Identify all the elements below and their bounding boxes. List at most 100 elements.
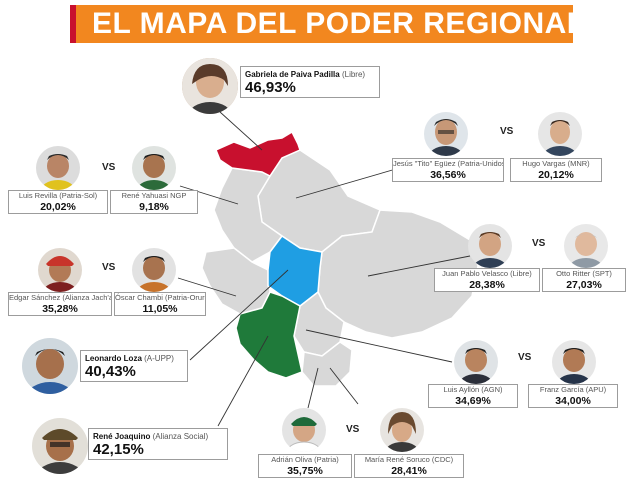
connector-pando <box>219 111 263 151</box>
avatar <box>282 408 326 452</box>
candidate-name: Otto Ritter (SPT) <box>556 269 612 278</box>
person-photo-icon <box>538 112 582 156</box>
connector-potosi <box>217 335 269 427</box>
vote-percentage: 35,28% <box>42 303 78 315</box>
vs-label: VS <box>518 352 532 363</box>
connector-la-paz <box>179 185 239 205</box>
avatar <box>38 248 82 292</box>
vote-percentage: 42,15% <box>93 441 144 458</box>
candidate-name: Leonardo Loza <box>85 354 142 363</box>
vs-label: VS <box>102 162 116 173</box>
avatar <box>182 58 238 114</box>
candidate-name: Luis Ayllón (AGN) <box>443 385 503 394</box>
vote-percentage: 27,03% <box>566 279 602 291</box>
connector-tarija <box>307 367 319 409</box>
candidate-card-oruro-b: Óscar Chambi (Patria-Oruro) 11,05% <box>114 292 206 316</box>
candidate-party: (Libre) <box>341 70 366 79</box>
vs-label: VS <box>500 126 514 137</box>
vote-percentage: 9,18% <box>139 201 169 213</box>
region-tarija <box>301 341 353 387</box>
vote-percentage: 34,69% <box>455 395 491 407</box>
person-photo-icon <box>132 146 176 190</box>
candidate-name: Gabriela de Paiva Padilla <box>245 70 340 79</box>
vs-label: VS <box>102 262 116 273</box>
candidate-name: Óscar Chambi (Patria-Oruro) <box>115 293 205 302</box>
candidate-card-chuquisaca-a: Luis Ayllón (AGN) 34,69% <box>428 384 518 408</box>
candidate-card-la-paz-a: Luis Revilla (Patria-Sol) 20,02% <box>8 190 108 214</box>
vs-label: VS <box>346 424 360 435</box>
candidate-party: (A-UPP) <box>144 354 174 363</box>
person-photo-icon <box>282 408 326 452</box>
avatar <box>454 340 498 384</box>
vs-label: VS <box>532 238 546 249</box>
person-photo-icon <box>36 146 80 190</box>
candidate-name: María René Soruco (CDC) <box>364 455 454 464</box>
connector-chuquisaca <box>305 329 453 363</box>
avatar <box>36 146 80 190</box>
candidate-name: René Yahuasi NGP <box>121 191 187 200</box>
candidate-card-chuquisaca-b: Franz García (APU) 34,00% <box>528 384 618 408</box>
avatar <box>22 338 78 394</box>
candidate-name: Edgar Sánchez (Alianza Jach'a) <box>9 293 111 302</box>
connector-cochabamba <box>189 269 289 361</box>
connector-oruro <box>177 277 237 297</box>
person-photo-icon <box>564 224 608 268</box>
person-photo-icon <box>38 248 82 292</box>
candidate-name: Juan Pablo Velasco (Libre) <box>442 269 532 278</box>
candidate-card-santa-cruz-b: Otto Ritter (SPT) 27,03% <box>542 268 626 292</box>
avatar <box>468 224 512 268</box>
winner-card-pando: Gabriela de Paiva Padilla (Libre) 46,93% <box>240 66 380 98</box>
avatar <box>380 408 424 452</box>
person-photo-icon <box>32 418 88 474</box>
title-banner: EL MAPA DEL PODER REGIONAL <box>70 5 585 43</box>
avatar <box>564 224 608 268</box>
connector-tarija-b <box>329 367 359 405</box>
region-pando <box>215 130 301 177</box>
person-photo-icon <box>132 248 176 292</box>
avatar <box>132 248 176 292</box>
vote-percentage: 35,75% <box>287 465 323 477</box>
candidate-card-la-paz-b: René Yahuasi NGP 9,18% <box>110 190 198 214</box>
vote-percentage: 28,41% <box>391 465 427 477</box>
vote-percentage: 46,93% <box>245 79 296 96</box>
person-photo-icon <box>182 58 238 114</box>
candidate-card-tarija-b: María René Soruco (CDC) 28,41% <box>354 454 464 478</box>
person-photo-icon <box>454 340 498 384</box>
vote-percentage: 20,12% <box>538 169 574 181</box>
winner-card-potosi: René Joaquino (Alianza Social) 42,15% <box>88 428 228 460</box>
person-photo-icon <box>552 340 596 384</box>
vote-percentage: 11,05% <box>142 303 178 315</box>
avatar <box>132 146 176 190</box>
avatar <box>538 112 582 156</box>
vote-percentage: 40,43% <box>85 363 136 380</box>
person-photo-icon <box>22 338 78 394</box>
vote-percentage: 34,00% <box>555 395 591 407</box>
candidate-card-oruro-a: Edgar Sánchez (Alianza Jach'a) 35,28% <box>8 292 112 316</box>
person-photo-icon <box>380 408 424 452</box>
vote-percentage: 20,02% <box>40 201 76 213</box>
candidate-name: Jesús "Tito" Egüez (Patria-Unidos) <box>393 159 503 168</box>
candidate-name: Luis Revilla (Patria-Sol) <box>18 191 98 200</box>
vote-percentage: 28,38% <box>469 279 505 291</box>
candidate-card-beni-a: Jesús "Tito" Egüez (Patria-Unidos) 36,56… <box>392 158 504 182</box>
candidate-name: Adrián Oliva (Patria) <box>271 455 339 464</box>
vote-percentage: 36,56% <box>430 169 466 181</box>
person-photo-icon <box>468 224 512 268</box>
connector-santa-cruz <box>367 255 471 277</box>
candidate-party: (Alianza Social) <box>152 432 209 441</box>
candidate-name: Hugo Vargas (MNR) <box>522 159 590 168</box>
avatar <box>424 112 468 156</box>
candidate-card-beni-b: Hugo Vargas (MNR) 20,12% <box>510 158 602 182</box>
region-potosi-santa-cruz-green <box>235 291 303 379</box>
avatar <box>32 418 88 474</box>
candidate-name: René Joaquino <box>93 432 151 441</box>
winner-card-cochabamba: Leonardo Loza (A-UPP) 40,43% <box>80 350 188 382</box>
page-title: EL MAPA DEL PODER REGIONAL <box>92 7 586 40</box>
avatar <box>552 340 596 384</box>
candidate-card-santa-cruz-a: Juan Pablo Velasco (Libre) 28,38% <box>434 268 540 292</box>
person-photo-icon <box>424 112 468 156</box>
region-cochabamba <box>267 234 323 307</box>
candidate-name: Franz García (APU) <box>539 385 607 394</box>
candidate-card-tarija-a: Adrián Oliva (Patria) 35,75% <box>258 454 352 478</box>
